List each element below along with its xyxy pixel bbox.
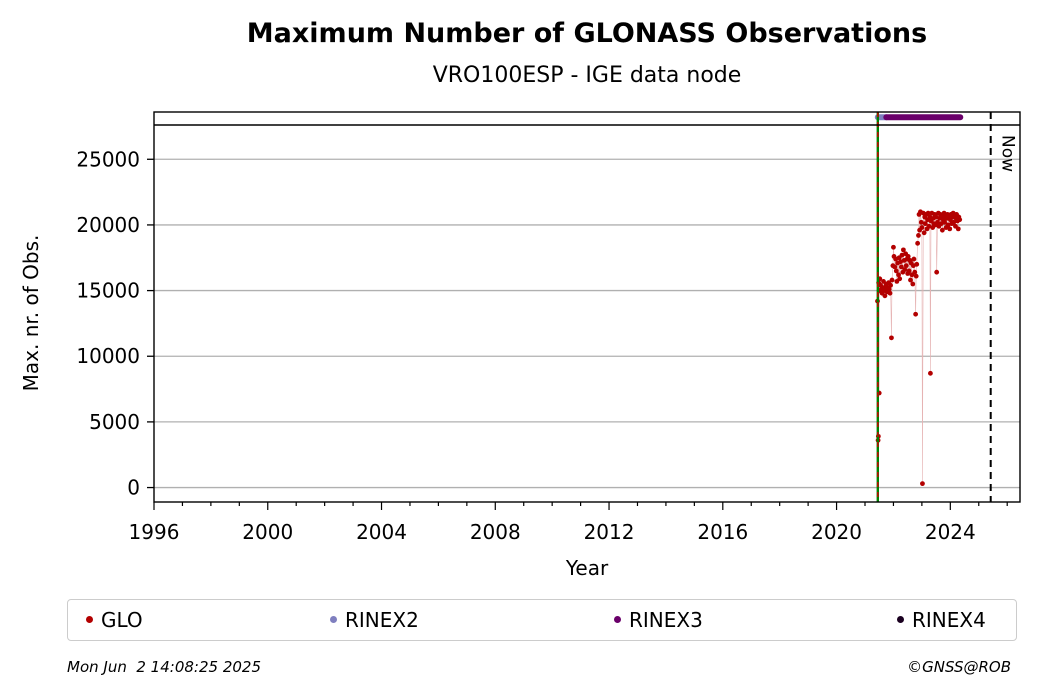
x-tick-label: 1996	[129, 520, 180, 544]
footer-credit: ©GNSS@ROB	[907, 658, 1011, 676]
glo-point	[947, 226, 953, 232]
glo-point	[908, 277, 913, 283]
glo-point	[910, 281, 916, 287]
glo-point	[903, 263, 909, 269]
legend-marker-rinex3	[614, 616, 621, 623]
legend: GLO RINEX2 RINEX3 RINEX4	[67, 599, 1017, 641]
glo-point	[913, 273, 919, 279]
glo-point	[942, 219, 948, 225]
y-tick-label: 25000	[76, 147, 140, 171]
glo-point	[888, 282, 893, 288]
x-tick-label: 2004	[356, 520, 407, 544]
glo-point	[926, 223, 932, 229]
glo-point	[920, 481, 925, 487]
legend-label: RINEX4	[912, 608, 986, 632]
glo-point	[887, 290, 893, 296]
glo-point	[898, 259, 903, 265]
legend-marker-glo	[86, 616, 93, 623]
glo-point	[886, 286, 892, 292]
glo-point	[922, 221, 928, 227]
legend-marker-rinex2	[330, 616, 337, 623]
glo-point	[906, 268, 912, 274]
glo-point	[957, 217, 963, 223]
glo-point	[900, 247, 906, 253]
chart-subtitle: VRO100ESP - IGE data node	[433, 63, 742, 88]
x-tick-label: 2020	[811, 520, 862, 544]
glo-point	[919, 225, 925, 230]
glo-point	[914, 261, 920, 267]
axes: 0 5000 10000 15000 20000 25000 1996 2000 2004 200…	[76, 111, 1021, 544]
glo-point	[911, 256, 917, 262]
glo-point	[897, 276, 903, 282]
y-tick-label: 5000	[89, 410, 140, 434]
grid-lines	[154, 158, 1020, 489]
glo-point	[916, 233, 921, 238]
y-axis-label: Max. nr. of Obs.	[19, 235, 43, 392]
legend-marker-rinex4	[897, 616, 904, 623]
glo-point	[891, 244, 896, 250]
glo-point	[928, 370, 933, 376]
glo-point	[882, 293, 888, 299]
x-axis-label: Year	[565, 556, 609, 580]
legend-label: RINEX2	[345, 608, 419, 632]
glo-point	[918, 219, 924, 225]
y-tick-label: 20000	[76, 213, 140, 237]
x-tick-label: 2024	[925, 520, 976, 544]
glo-point	[912, 269, 918, 275]
footer-timestamp: Mon Jun 2 14:08:25 2025	[67, 658, 261, 676]
glo-point	[905, 254, 911, 259]
glo-point	[899, 252, 905, 258]
glo-point	[902, 267, 908, 272]
chart-title: Maximum Number of GLONASS Observations	[247, 18, 927, 49]
legend-item-glo: GLO	[86, 608, 143, 632]
glo-point	[893, 268, 899, 274]
legend-label: RINEX3	[629, 608, 703, 632]
glo-point	[915, 240, 921, 246]
legend-item-rinex3: RINEX3	[614, 608, 703, 632]
glo-point	[925, 210, 931, 216]
y-tick-label: 0	[127, 476, 140, 500]
glo-point	[955, 226, 961, 232]
x-tick-label: 2016	[697, 520, 748, 544]
y-tick-label: 15000	[76, 279, 140, 303]
x-tick-label: 2012	[584, 520, 635, 544]
glo-point	[921, 230, 927, 236]
glo-point	[934, 269, 940, 275]
legend-item-rinex4: RINEX4	[897, 608, 986, 632]
data-points: Now	[874, 112, 1018, 502]
glo-point	[951, 219, 957, 225]
now-label: Now	[998, 135, 1018, 172]
glo-series-line	[877, 211, 960, 484]
glo-point	[899, 264, 904, 270]
plot-frame	[153, 111, 1021, 503]
glo-point	[939, 227, 945, 233]
x-tick-label: 2008	[470, 520, 521, 544]
glo-point	[889, 277, 895, 283]
legend-item-rinex2: RINEX2	[330, 608, 419, 632]
glo-point	[945, 222, 951, 228]
glo-point	[913, 311, 919, 317]
glo-point	[935, 219, 940, 225]
glo-point	[896, 272, 901, 278]
glo-point	[889, 335, 894, 341]
y-tick-label: 10000	[76, 344, 140, 368]
x-tick-label: 2000	[242, 520, 293, 544]
glo-point	[892, 264, 898, 270]
legend-label: GLO	[101, 608, 143, 632]
